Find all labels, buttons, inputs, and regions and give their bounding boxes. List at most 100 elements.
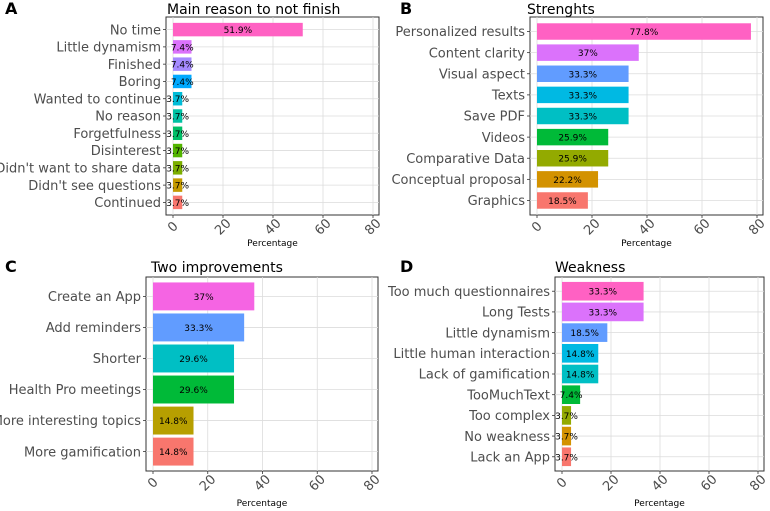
bar-content-clarity (537, 44, 639, 61)
x-tick-label: 0 (145, 475, 161, 491)
data-label: 7.4% (171, 61, 194, 71)
data-label: 25.9% (558, 134, 587, 144)
category-label-add-reminders: Add reminders (46, 321, 141, 336)
panel-letter: D (400, 257, 413, 276)
category-label-health-pro-meetings: Health Pro meetings (9, 383, 141, 398)
category-label-little-dynamism: Little dynamism (445, 326, 550, 341)
data-label: 33.3% (588, 308, 617, 318)
bar-forgetfulness (173, 126, 183, 141)
data-label: 22.2% (553, 176, 582, 186)
category-label-shorter: Shorter (93, 352, 142, 367)
x-tick-label: 0 (165, 219, 181, 235)
data-label: 33.3% (568, 70, 597, 80)
data-label: 7.4% (171, 78, 194, 88)
x-tick-label: 0 (554, 475, 570, 491)
category-label-continued: Continued (94, 196, 161, 211)
bar-disinterest (173, 143, 183, 158)
category-label-too-much-questionnaires: Too much questionnaires (387, 285, 550, 300)
data-label: 14.8% (159, 448, 188, 458)
x-axis-label: Percentage (237, 499, 288, 509)
bar-wanted-to-continue (173, 91, 183, 106)
data-label: 33.3% (568, 91, 597, 101)
bar-boring (173, 74, 192, 89)
category-label-videos: Videos (482, 131, 525, 146)
data-label: 14.8% (159, 417, 188, 427)
bar-graphics (537, 192, 588, 209)
data-label: 3.7% (166, 147, 189, 157)
data-label: 29.6% (179, 386, 208, 396)
panel-letter: A (5, 0, 18, 18)
bar-visual-aspect (537, 65, 629, 82)
bar-continued (173, 195, 183, 210)
bar-shorter (153, 344, 235, 373)
bar-create-an-app (153, 282, 255, 311)
category-label-texts: Texts (491, 89, 525, 104)
category-label-create-an-app: Create an App (48, 290, 141, 305)
x-tick-label: 40 (252, 472, 274, 494)
category-label-little-human-interaction: Little human interaction (393, 347, 550, 362)
bar-too-much-questionnaires (562, 281, 644, 301)
category-label-too-complex: Too complex (468, 409, 550, 424)
bar-lack-of-gamification (562, 364, 599, 384)
data-label: 14.8% (566, 350, 595, 360)
category-label-lack-an-app: Lack an App (470, 450, 550, 465)
x-tick-label: 20 (581, 216, 603, 238)
x-tick-label: 80 (361, 472, 383, 494)
category-label-toomuchtext: TooMuchText (466, 388, 550, 403)
bar-finished (173, 57, 192, 71)
category-label-lack-of-gamification: Lack of gamification (419, 368, 550, 383)
panel-c: C Two improvements Create an App 37% Add rem… (0, 257, 384, 509)
bar-comparative-data (537, 150, 609, 167)
category-label-personalized-results: Personalized results (395, 25, 525, 40)
category-label-long-tests: Long Tests (482, 306, 550, 321)
category-label-forgetfulness: Forgetfulness (73, 127, 161, 142)
bar-didn-t-want-to-share-data (173, 161, 183, 175)
panel-title: Main reason to not finish (167, 2, 340, 18)
category-label-more-interesting-topics: More interesting topics (0, 414, 141, 429)
bar-little-dynamism (173, 40, 192, 54)
category-label-no-reason: No reason (95, 110, 161, 125)
x-axis-label: Percentage (247, 239, 298, 249)
x-tick-label: 40 (262, 216, 284, 238)
bar-too-complex (562, 406, 572, 425)
data-label: 3.7% (166, 164, 189, 174)
x-axis-label: Percentage (634, 499, 685, 509)
data-label: 37% (578, 49, 598, 59)
bar-little-dynamism (562, 323, 608, 342)
data-label: 3.7% (166, 95, 189, 105)
x-tick-label: 60 (306, 472, 328, 494)
category-label-comparative-data: Comparative Data (406, 152, 525, 167)
bar-toomuchtext (562, 385, 581, 405)
bar-no-weakness (562, 426, 572, 446)
data-label: 18.5% (548, 197, 577, 207)
x-tick-label: 40 (649, 472, 671, 494)
data-label: 37% (194, 293, 214, 303)
category-label-graphics: Graphics (468, 194, 526, 209)
x-tick-label: 60 (691, 216, 713, 238)
x-tick-label: 20 (212, 216, 234, 238)
category-label-visual-aspect: Visual aspect (439, 67, 525, 82)
category-label-disinterest: Disinterest (91, 144, 161, 159)
category-label-more-gamification: More gamification (24, 445, 141, 460)
data-label: 3.7% (555, 453, 578, 463)
x-tick-label: 80 (746, 216, 768, 238)
bar-add-reminders (153, 313, 245, 342)
category-label-didn-t-see-questions: Didn't see questions (28, 179, 161, 194)
data-label: 33.3% (184, 324, 213, 334)
bar-texts (537, 86, 629, 104)
data-label: 33.3% (588, 288, 617, 298)
panel-title: Weakness (555, 260, 625, 276)
bar-little-human-interaction (562, 343, 599, 363)
data-label: 7.4% (560, 391, 583, 401)
category-label-boring: Boring (119, 75, 161, 90)
x-tick-label: 60 (312, 216, 334, 238)
data-label: 14.8% (566, 371, 595, 381)
data-label: 3.7% (166, 182, 189, 192)
panel-title: Two improvements (150, 260, 283, 276)
x-tick-label: 20 (600, 472, 622, 494)
data-label: 29.6% (179, 355, 208, 365)
data-label: 77.8% (630, 28, 659, 38)
category-label-no-time: No time (110, 23, 161, 38)
